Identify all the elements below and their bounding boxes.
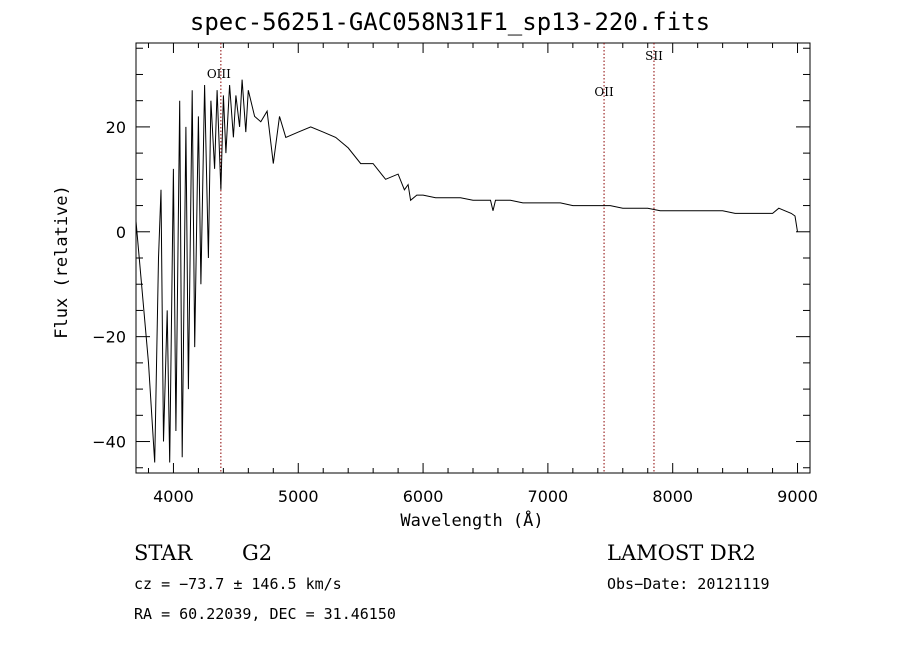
y-tick-label: −40 xyxy=(92,433,126,452)
x-tick-label: 8000 xyxy=(652,487,693,506)
x-tick-label: 5000 xyxy=(278,487,319,506)
x-tick-label: 7000 xyxy=(528,487,569,506)
y-tick-label: −20 xyxy=(92,328,126,347)
ra-dec-coords: RA = 60.22039, DEC = 31.46150 xyxy=(134,605,396,623)
y-axis-label: Flux (relative) xyxy=(52,185,72,339)
chart-title: spec-56251-GAC058N31F1_sp13-220.fits xyxy=(189,8,711,36)
object-class: STAR xyxy=(134,541,193,565)
redshift-cz: cz = −73.7 ± 146.5 km/s xyxy=(134,575,342,593)
x-tick-label: 9000 xyxy=(777,487,818,506)
spectral-line-label: SII xyxy=(645,49,663,63)
y-tick-label: 20 xyxy=(106,118,126,137)
object-subclass: G2 xyxy=(242,541,273,565)
obs-date: Obs−Date: 20121119 xyxy=(607,575,770,593)
spectrum-line xyxy=(136,79,798,463)
x-tick-label: 6000 xyxy=(403,487,444,506)
x-tick-label: 4000 xyxy=(153,487,194,506)
y-tick-label: 0 xyxy=(116,223,126,242)
spectral-line-label: OII xyxy=(594,85,614,99)
survey-label: LAMOST DR2 xyxy=(607,541,756,565)
spectral-line-label: OIII xyxy=(207,67,231,81)
x-axis-label: Wavelength (Å) xyxy=(400,511,544,531)
